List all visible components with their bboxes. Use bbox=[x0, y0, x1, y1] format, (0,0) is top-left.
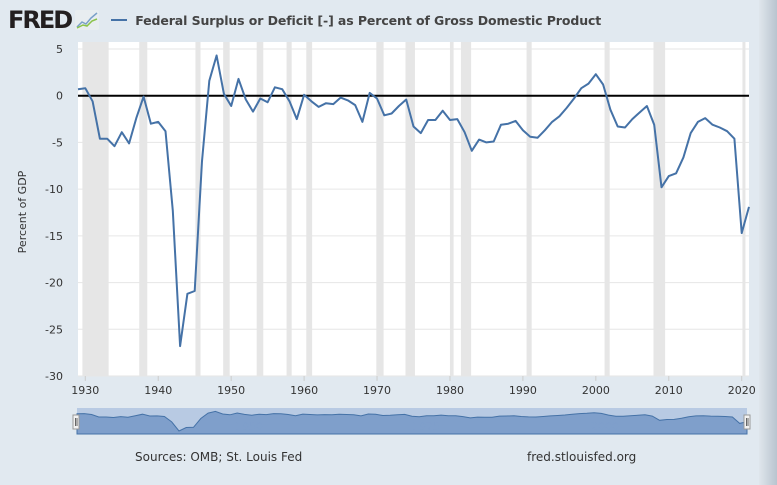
recession-band bbox=[286, 42, 292, 376]
recession-band bbox=[139, 42, 148, 376]
x-tick-label: 1980 bbox=[436, 384, 464, 397]
recession-band bbox=[256, 42, 264, 376]
recession-band bbox=[653, 42, 666, 376]
y-axis-label: Percent of GDP bbox=[16, 170, 29, 253]
x-tick-label: 1990 bbox=[509, 384, 537, 397]
recession-band bbox=[376, 42, 384, 376]
recession-band bbox=[742, 42, 746, 376]
navigator-label: 1950 bbox=[235, 420, 263, 433]
x-tick-label: 2000 bbox=[582, 384, 610, 397]
recession-band bbox=[460, 42, 472, 376]
chart-header: FRED Federal Surplus or Deficit [-] as P… bbox=[8, 6, 601, 34]
sources-text: Sources: OMB; St. Louis Fed bbox=[135, 450, 303, 464]
recession-band bbox=[82, 42, 109, 376]
source-url-link[interactable]: fred.stlouisfed.org bbox=[527, 450, 637, 464]
fred-logo[interactable]: FRED bbox=[8, 6, 73, 34]
y-tick-label: -5 bbox=[52, 136, 63, 149]
navigator-label: 2000 bbox=[591, 420, 619, 433]
y-tick-label: 5 bbox=[56, 43, 63, 56]
series-line[interactable] bbox=[77, 54, 750, 348]
recession-band bbox=[223, 42, 230, 376]
recession-band bbox=[405, 42, 415, 376]
y-tick-label: -20 bbox=[45, 277, 63, 290]
navigator-label: 1975 bbox=[412, 420, 440, 433]
y-tick-label: -30 bbox=[45, 370, 63, 383]
x-tick-label: 1970 bbox=[363, 384, 391, 397]
recession-band bbox=[604, 42, 610, 376]
navigator-left-handle[interactable] bbox=[72, 414, 80, 430]
y-tick-label: -25 bbox=[45, 323, 63, 336]
recession-band bbox=[449, 42, 454, 376]
y-tick-label: -15 bbox=[45, 230, 63, 243]
x-tick-label: 1930 bbox=[71, 384, 99, 397]
y-tick-label: -10 bbox=[45, 183, 63, 196]
x-tick-label: 1950 bbox=[217, 384, 245, 397]
recession-band bbox=[526, 42, 532, 376]
recession-band bbox=[306, 42, 313, 376]
x-tick-label: 2020 bbox=[728, 384, 756, 397]
legend-series-label: Federal Surplus or Deficit [-] as Percen… bbox=[135, 12, 602, 28]
x-tick-label: 2010 bbox=[655, 384, 683, 397]
recession-band bbox=[195, 42, 201, 376]
x-tick-label: 1960 bbox=[290, 384, 318, 397]
navigator-right-handle[interactable] bbox=[743, 414, 751, 430]
scrollbar[interactable] bbox=[759, 0, 777, 485]
navigator-series bbox=[76, 410, 748, 435]
y-tick-label: 0 bbox=[56, 90, 63, 103]
chart-logo-icon bbox=[75, 10, 100, 30]
legend: Federal Surplus or Deficit [-] as Percen… bbox=[111, 13, 601, 28]
legend-line-swatch bbox=[111, 19, 128, 21]
x-tick-label: 1940 bbox=[144, 384, 172, 397]
